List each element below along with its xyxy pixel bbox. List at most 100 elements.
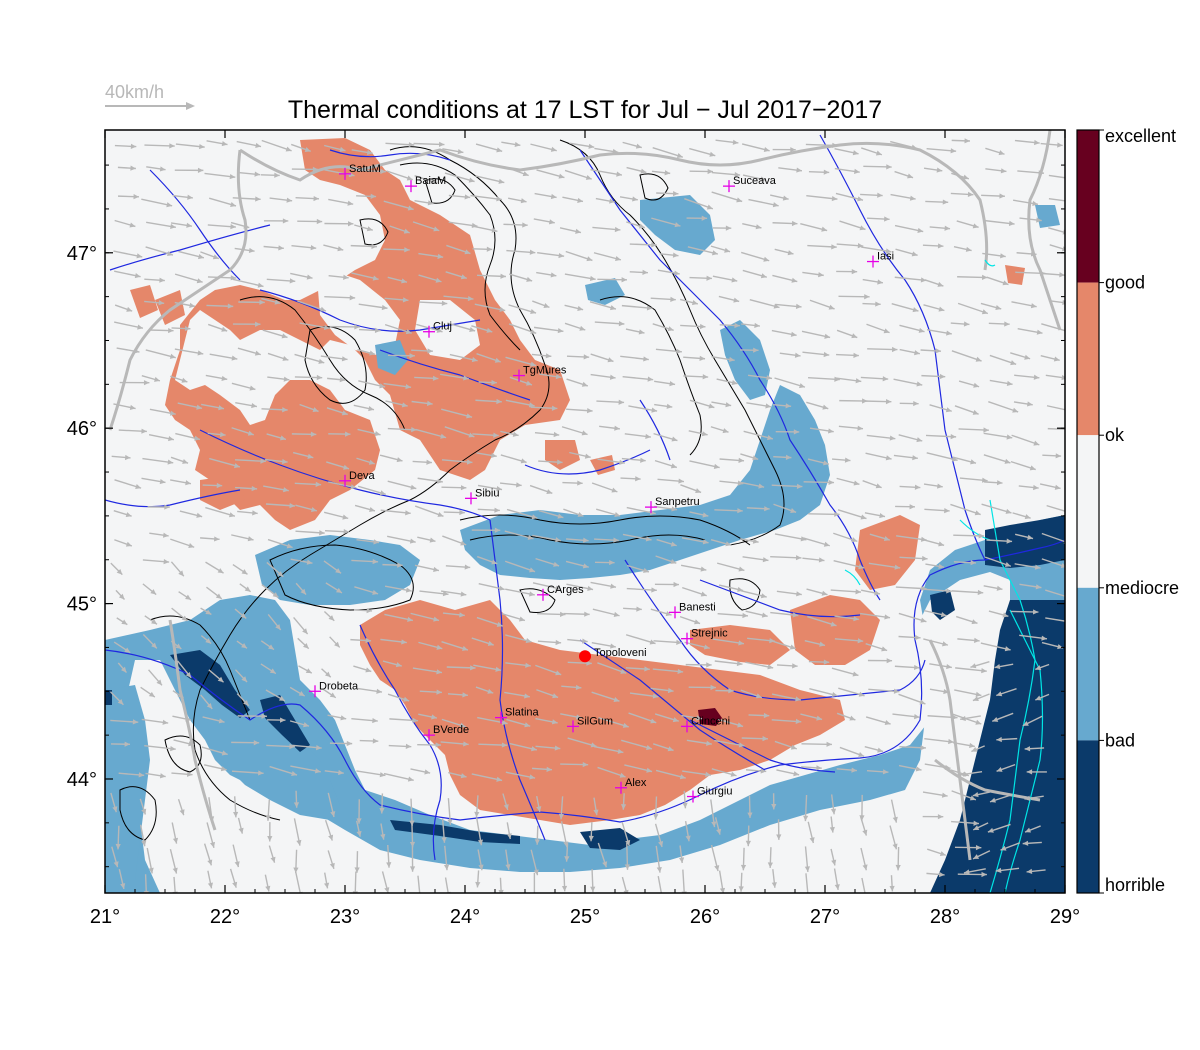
wind-arrow [179, 510, 203, 518]
wind-arrow [867, 346, 898, 353]
wind-arrow [440, 741, 469, 747]
wind-arrow [893, 454, 918, 461]
wind-arrow [808, 511, 840, 517]
wind-arrow [985, 147, 1005, 156]
wind-arrow [807, 821, 815, 844]
wind-arrow [562, 480, 583, 486]
wind-arrow [410, 768, 431, 775]
wind-arrow [565, 560, 589, 569]
wind-arrow [116, 617, 128, 626]
wind-arrow [117, 165, 136, 171]
wind-arrow [1011, 434, 1040, 446]
wind-arrow [776, 590, 802, 597]
wind-arrow [350, 243, 377, 250]
legend-label: excellent [1105, 126, 1176, 146]
wind-arrow [384, 297, 409, 303]
wind-arrow [536, 689, 559, 699]
wind-arrow [328, 431, 351, 437]
wind-arrow [924, 737, 954, 745]
wind-arrow [950, 503, 981, 516]
wind-arrow [588, 822, 594, 842]
wind-arrow [441, 718, 466, 728]
wind-arrow [770, 639, 796, 650]
wind-arrow [1013, 199, 1039, 207]
wind-arrow [654, 380, 676, 387]
wind-arrow [657, 876, 663, 893]
wind-arrow [269, 197, 293, 203]
wind-arrow [923, 167, 943, 173]
wind-arrow [951, 350, 982, 362]
wind-arrow [174, 301, 196, 308]
wind-arrow [144, 300, 165, 306]
wind-arrow [650, 608, 672, 617]
wind-arrow [329, 324, 360, 330]
wind-arrow [688, 430, 708, 437]
wind-arrow [738, 872, 744, 892]
wind-arrow [499, 482, 522, 488]
wind-arrow [445, 271, 467, 280]
wind-arrow [566, 378, 589, 387]
city-label: Giurgiu [697, 786, 732, 798]
wind-arrow [776, 769, 800, 777]
wind-arrow [417, 477, 443, 484]
wind-arrow [477, 849, 484, 871]
wind-arrow [477, 273, 506, 279]
wind-arrow [290, 558, 313, 565]
wind-arrow [829, 816, 835, 833]
wind-arrow [328, 274, 349, 280]
wind-arrow [801, 330, 831, 339]
wind-arrow [747, 374, 773, 381]
wind-arrow [389, 225, 410, 234]
wind-arrow [560, 713, 582, 720]
wind-arrow [290, 143, 311, 152]
wind-arrow [898, 434, 923, 443]
wind-arrow [266, 278, 296, 284]
wind-arrow [299, 403, 319, 413]
wind-arrow [559, 227, 582, 234]
wind-arrow [653, 796, 659, 820]
wind-arrow [921, 588, 952, 594]
wind-arrow [972, 791, 990, 798]
wind-arrow [745, 610, 768, 618]
wind-arrow [995, 867, 1020, 873]
city-label: Suceava [733, 175, 777, 187]
legend-swatch [1077, 587, 1099, 741]
wind-arrow [116, 347, 140, 354]
wind-arrow [927, 848, 947, 857]
wind-arrow [111, 846, 119, 868]
wind-arrow [413, 141, 445, 147]
wind-arrow [831, 667, 859, 677]
wind-arrow [861, 246, 892, 254]
wind-arrow [654, 459, 678, 469]
wind-arrow [1042, 272, 1065, 278]
wind-arrow [414, 199, 434, 206]
wind-arrow [653, 432, 678, 442]
wind-arrow [175, 432, 201, 441]
wind-arrow [354, 851, 360, 873]
wind-arrow [144, 744, 176, 752]
wind-arrow [1014, 563, 1041, 570]
wind-arrow [530, 143, 557, 152]
wind-arrow [505, 356, 537, 367]
wind-arrow [201, 403, 225, 411]
wind-arrow [293, 616, 309, 635]
wind-arrow [682, 586, 707, 597]
wind-arrow [170, 561, 185, 577]
wind-arrow [679, 615, 701, 625]
wind-arrow [711, 355, 735, 363]
wind-arrow [114, 270, 141, 279]
wind-arrow [232, 321, 261, 327]
wind-arrow [1018, 484, 1039, 491]
wind-arrow [776, 819, 782, 840]
wind-arrow [923, 483, 943, 489]
wind-arrow [206, 303, 234, 309]
wind-arrow [351, 272, 379, 281]
wind-arrow [472, 432, 499, 438]
wind-arrow [113, 403, 136, 410]
city-marker: Deva [339, 470, 376, 487]
wind-arrow [170, 222, 193, 228]
wind-arrow [383, 382, 412, 390]
wind-arrow [770, 555, 802, 561]
bad-strip-danube [390, 820, 520, 844]
wind-arrow [771, 793, 777, 810]
